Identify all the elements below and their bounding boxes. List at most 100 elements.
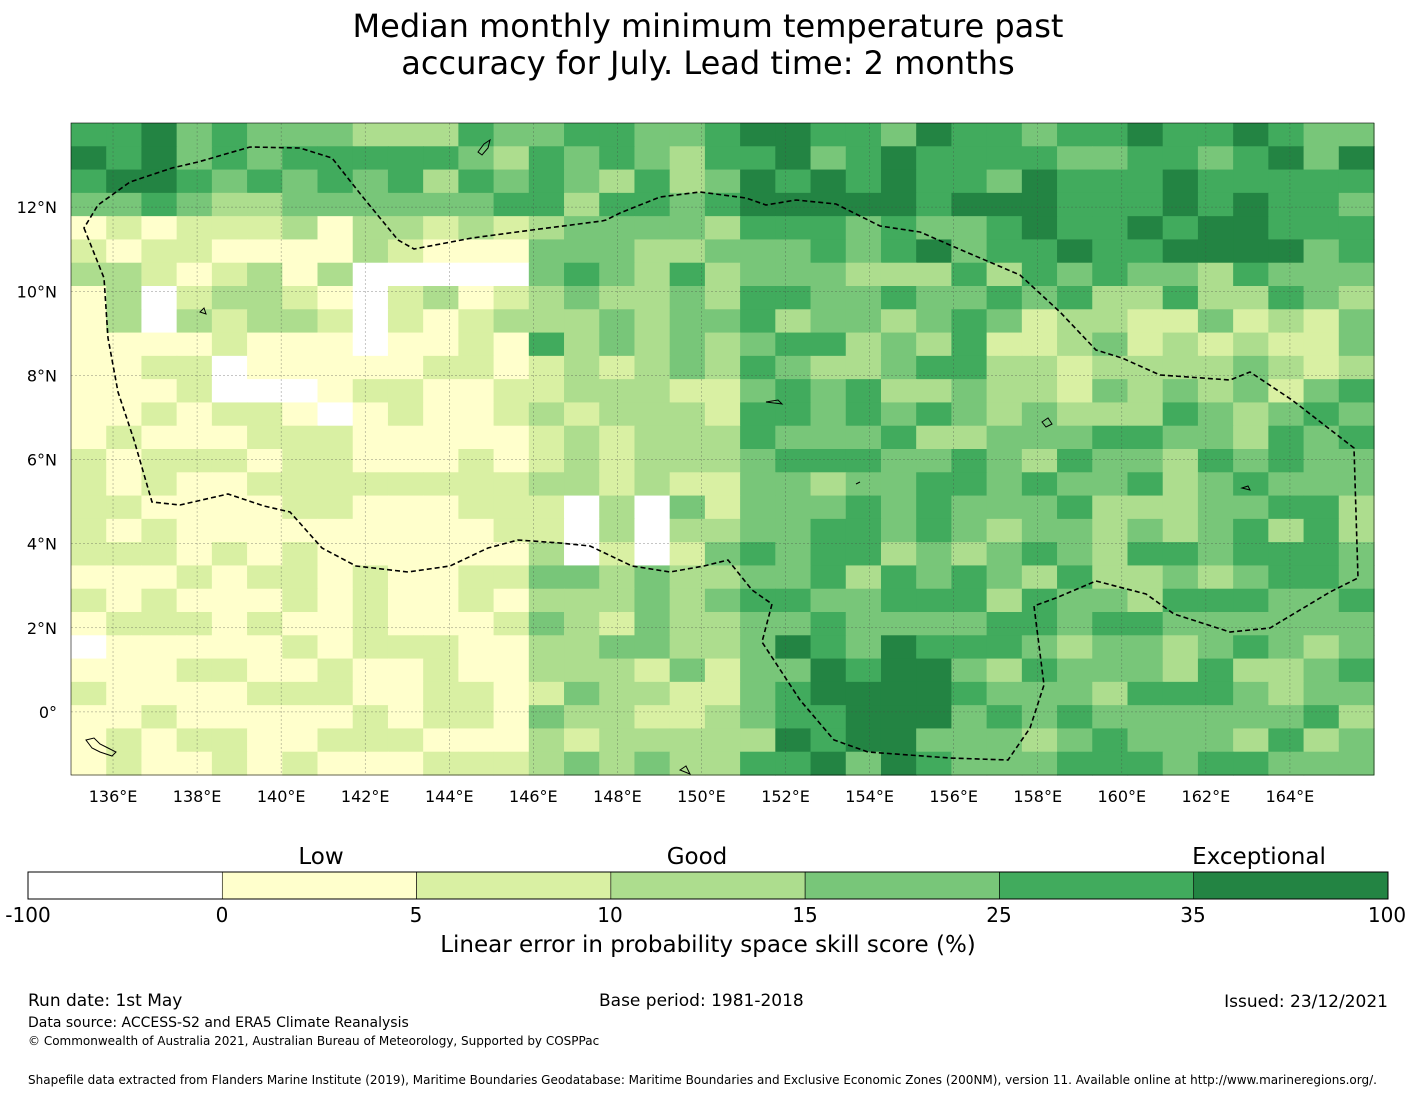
skill-cell: [1057, 216, 1093, 241]
skill-cell: [1233, 588, 1269, 613]
skill-cell: [1268, 495, 1305, 520]
skill-cell: [1268, 379, 1305, 404]
skill-cell: [1057, 192, 1093, 217]
skill-cell: [528, 751, 565, 776]
skill-cell: [704, 239, 741, 264]
skill-cell: [599, 169, 636, 194]
cb-tick-label: 100: [1367, 903, 1407, 927]
skill-cell: [740, 681, 776, 706]
skill-cell: [71, 262, 107, 287]
skill-cell: [1233, 635, 1269, 660]
skill-cell: [704, 565, 741, 590]
lon-tick-label: 156°E: [929, 787, 978, 806]
skill-cell: [247, 542, 283, 567]
skill-cell: [1233, 169, 1269, 194]
skill-cell: [845, 518, 882, 543]
skill-cell: [317, 192, 354, 217]
skill-cell: [775, 588, 812, 613]
skill-cell: [704, 216, 741, 241]
skill-cell: [1162, 751, 1199, 776]
skill-cell: [845, 495, 882, 520]
skill-cell: [740, 565, 776, 590]
skill-cell: [528, 425, 565, 450]
skill-cell: [141, 658, 178, 683]
skill-cell: [1303, 728, 1340, 753]
skill-cell: [71, 472, 107, 497]
skill-cell: [528, 565, 565, 590]
skill-cell: [1021, 332, 1058, 357]
colorbar-swatch: [1193, 871, 1389, 900]
skill-cell: [1268, 286, 1305, 310]
skill-cell: [1092, 612, 1129, 636]
skill-cell: [387, 705, 424, 730]
skill-cell: [916, 728, 953, 753]
skill-cell: [282, 705, 319, 730]
skill-cell: [1021, 169, 1058, 194]
skill-cell: [1021, 286, 1058, 310]
skill-cell: [423, 332, 459, 357]
skill-cell: [458, 286, 495, 310]
cb-tick-label: 10: [597, 903, 623, 927]
skill-cell: [810, 123, 847, 147]
lat-tick-label: 4°N: [27, 535, 57, 554]
skill-cell: [1303, 495, 1340, 520]
skill-cell: [528, 123, 565, 147]
skill-cell: [845, 658, 882, 683]
skill-cell: [352, 262, 389, 287]
skill-cell: [282, 588, 319, 613]
skill-cell: [704, 192, 741, 217]
skill-cell: [1197, 425, 1234, 450]
skill-cell: [1233, 495, 1269, 520]
skill-cell: [1127, 286, 1164, 310]
skill-cell: [916, 449, 953, 473]
skill-cell: [916, 565, 953, 590]
skill-cell: [106, 402, 143, 427]
skill-cell: [740, 635, 776, 660]
skill-cell: [211, 402, 248, 427]
skill-cell: [1057, 239, 1093, 264]
skill-cell: [880, 705, 917, 730]
skill-cell: [845, 216, 882, 241]
skill-cell: [775, 425, 812, 450]
skill-cell: [71, 751, 107, 776]
skill-cell: [387, 402, 424, 427]
skill-cell: [951, 239, 988, 264]
skill-cell: [1268, 169, 1305, 194]
skill-cell: [247, 518, 283, 543]
skill-cell: [1268, 449, 1305, 473]
skill-cell: [458, 588, 495, 613]
skill-cell: [599, 425, 636, 450]
skill-cell: [1338, 309, 1375, 334]
lat-tick-label: 2°N: [27, 619, 57, 638]
skill-cell: [1092, 123, 1129, 147]
skill-cell: [1268, 216, 1305, 241]
skill-cell: [880, 379, 917, 404]
skill-cell: [528, 705, 565, 730]
skill-cell: [1092, 518, 1129, 543]
cb-tick-label: 15: [792, 903, 818, 927]
skill-cell: [528, 588, 565, 613]
skill-cell: [106, 146, 143, 171]
skill-cell: [1303, 565, 1340, 590]
skill-cell: [1338, 751, 1375, 776]
skill-cell: [1092, 658, 1129, 683]
skill-cell: [282, 658, 319, 683]
skill-cell: [704, 751, 741, 776]
skill-cell: [704, 472, 741, 497]
skill-cell: [141, 681, 178, 706]
skill-cell: [211, 286, 248, 310]
skill-cell: [423, 495, 459, 520]
skill-cell: [951, 472, 988, 497]
skill-cell: [71, 169, 107, 194]
skill-cell: [1092, 425, 1129, 450]
skill-cell: [951, 588, 988, 613]
skill-cell: [493, 425, 530, 450]
skill-cell: [704, 425, 741, 450]
skill-cell: [1021, 425, 1058, 450]
skill-cell: [810, 192, 847, 217]
skill-cell: [880, 425, 917, 450]
skill-cell: [880, 309, 917, 334]
skill-cell: [669, 286, 706, 310]
skill-cell: [141, 239, 178, 264]
skill-cell: [1303, 355, 1340, 380]
